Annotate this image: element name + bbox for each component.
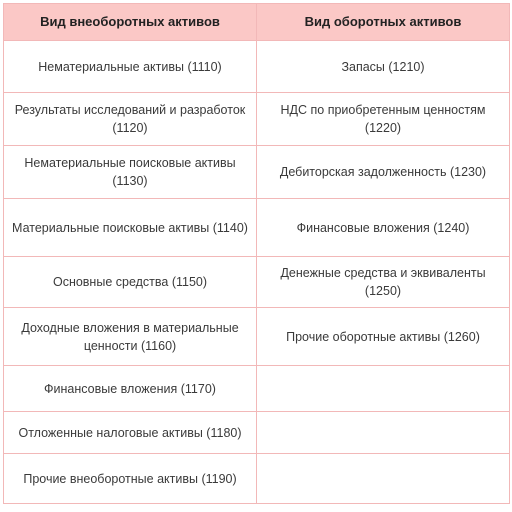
non-current-asset-cell: Основные средства (1150)	[3, 256, 257, 308]
table-row: Доходные вложения в материальные ценност…	[3, 307, 510, 366]
current-asset-cell: Прочие оборотные активы (1260)	[256, 307, 510, 366]
table-row: Основные средства (1150) Денежные средст…	[3, 256, 510, 308]
table-row: Отложенные налоговые активы (1180)	[3, 411, 510, 454]
non-current-asset-cell: Нематериальные активы (1110)	[3, 40, 257, 93]
table-body: Нематериальные активы (1110) Запасы (121…	[3, 40, 510, 504]
current-asset-cell: Дебиторская задолженность (1230)	[256, 145, 510, 199]
non-current-asset-cell: Материальные поисковые активы (1140)	[3, 198, 257, 257]
header-current-assets: Вид оборотных активов	[256, 3, 510, 41]
table-row: Результаты исследований и разработок (11…	[3, 92, 510, 146]
current-asset-cell: НДС по приобретенным ценностям (1220)	[256, 92, 510, 146]
empty-cell	[256, 453, 510, 504]
current-asset-cell: Запасы (1210)	[256, 40, 510, 93]
non-current-asset-cell: Прочие внеоборотные активы (1190)	[3, 453, 257, 504]
non-current-asset-cell: Финансовые вложения (1170)	[3, 365, 257, 412]
table-row: Нематериальные активы (1110) Запасы (121…	[3, 40, 510, 93]
header-non-current-assets: Вид внеоборотных активов	[3, 3, 257, 41]
table-header: Вид внеоборотных активов Вид оборотных а…	[3, 3, 510, 41]
table-row: Прочие внеоборотные активы (1190)	[3, 453, 510, 504]
assets-table: Вид внеоборотных активов Вид оборотных а…	[3, 3, 510, 504]
empty-cell	[256, 411, 510, 454]
non-current-asset-cell: Отложенные налоговые активы (1180)	[3, 411, 257, 454]
table-row: Материальные поисковые активы (1140) Фин…	[3, 198, 510, 257]
non-current-asset-cell: Доходные вложения в материальные ценност…	[3, 307, 257, 366]
current-asset-cell: Финансовые вложения (1240)	[256, 198, 510, 257]
empty-cell	[256, 365, 510, 412]
table-row: Нематериальные поисковые активы (1130) Д…	[3, 145, 510, 199]
non-current-asset-cell: Результаты исследований и разработок (11…	[3, 92, 257, 146]
non-current-asset-cell: Нематериальные поисковые активы (1130)	[3, 145, 257, 199]
current-asset-cell: Денежные средства и эквиваленты (1250)	[256, 256, 510, 308]
header-row: Вид внеоборотных активов Вид оборотных а…	[3, 3, 510, 41]
table-row: Финансовые вложения (1170)	[3, 365, 510, 412]
